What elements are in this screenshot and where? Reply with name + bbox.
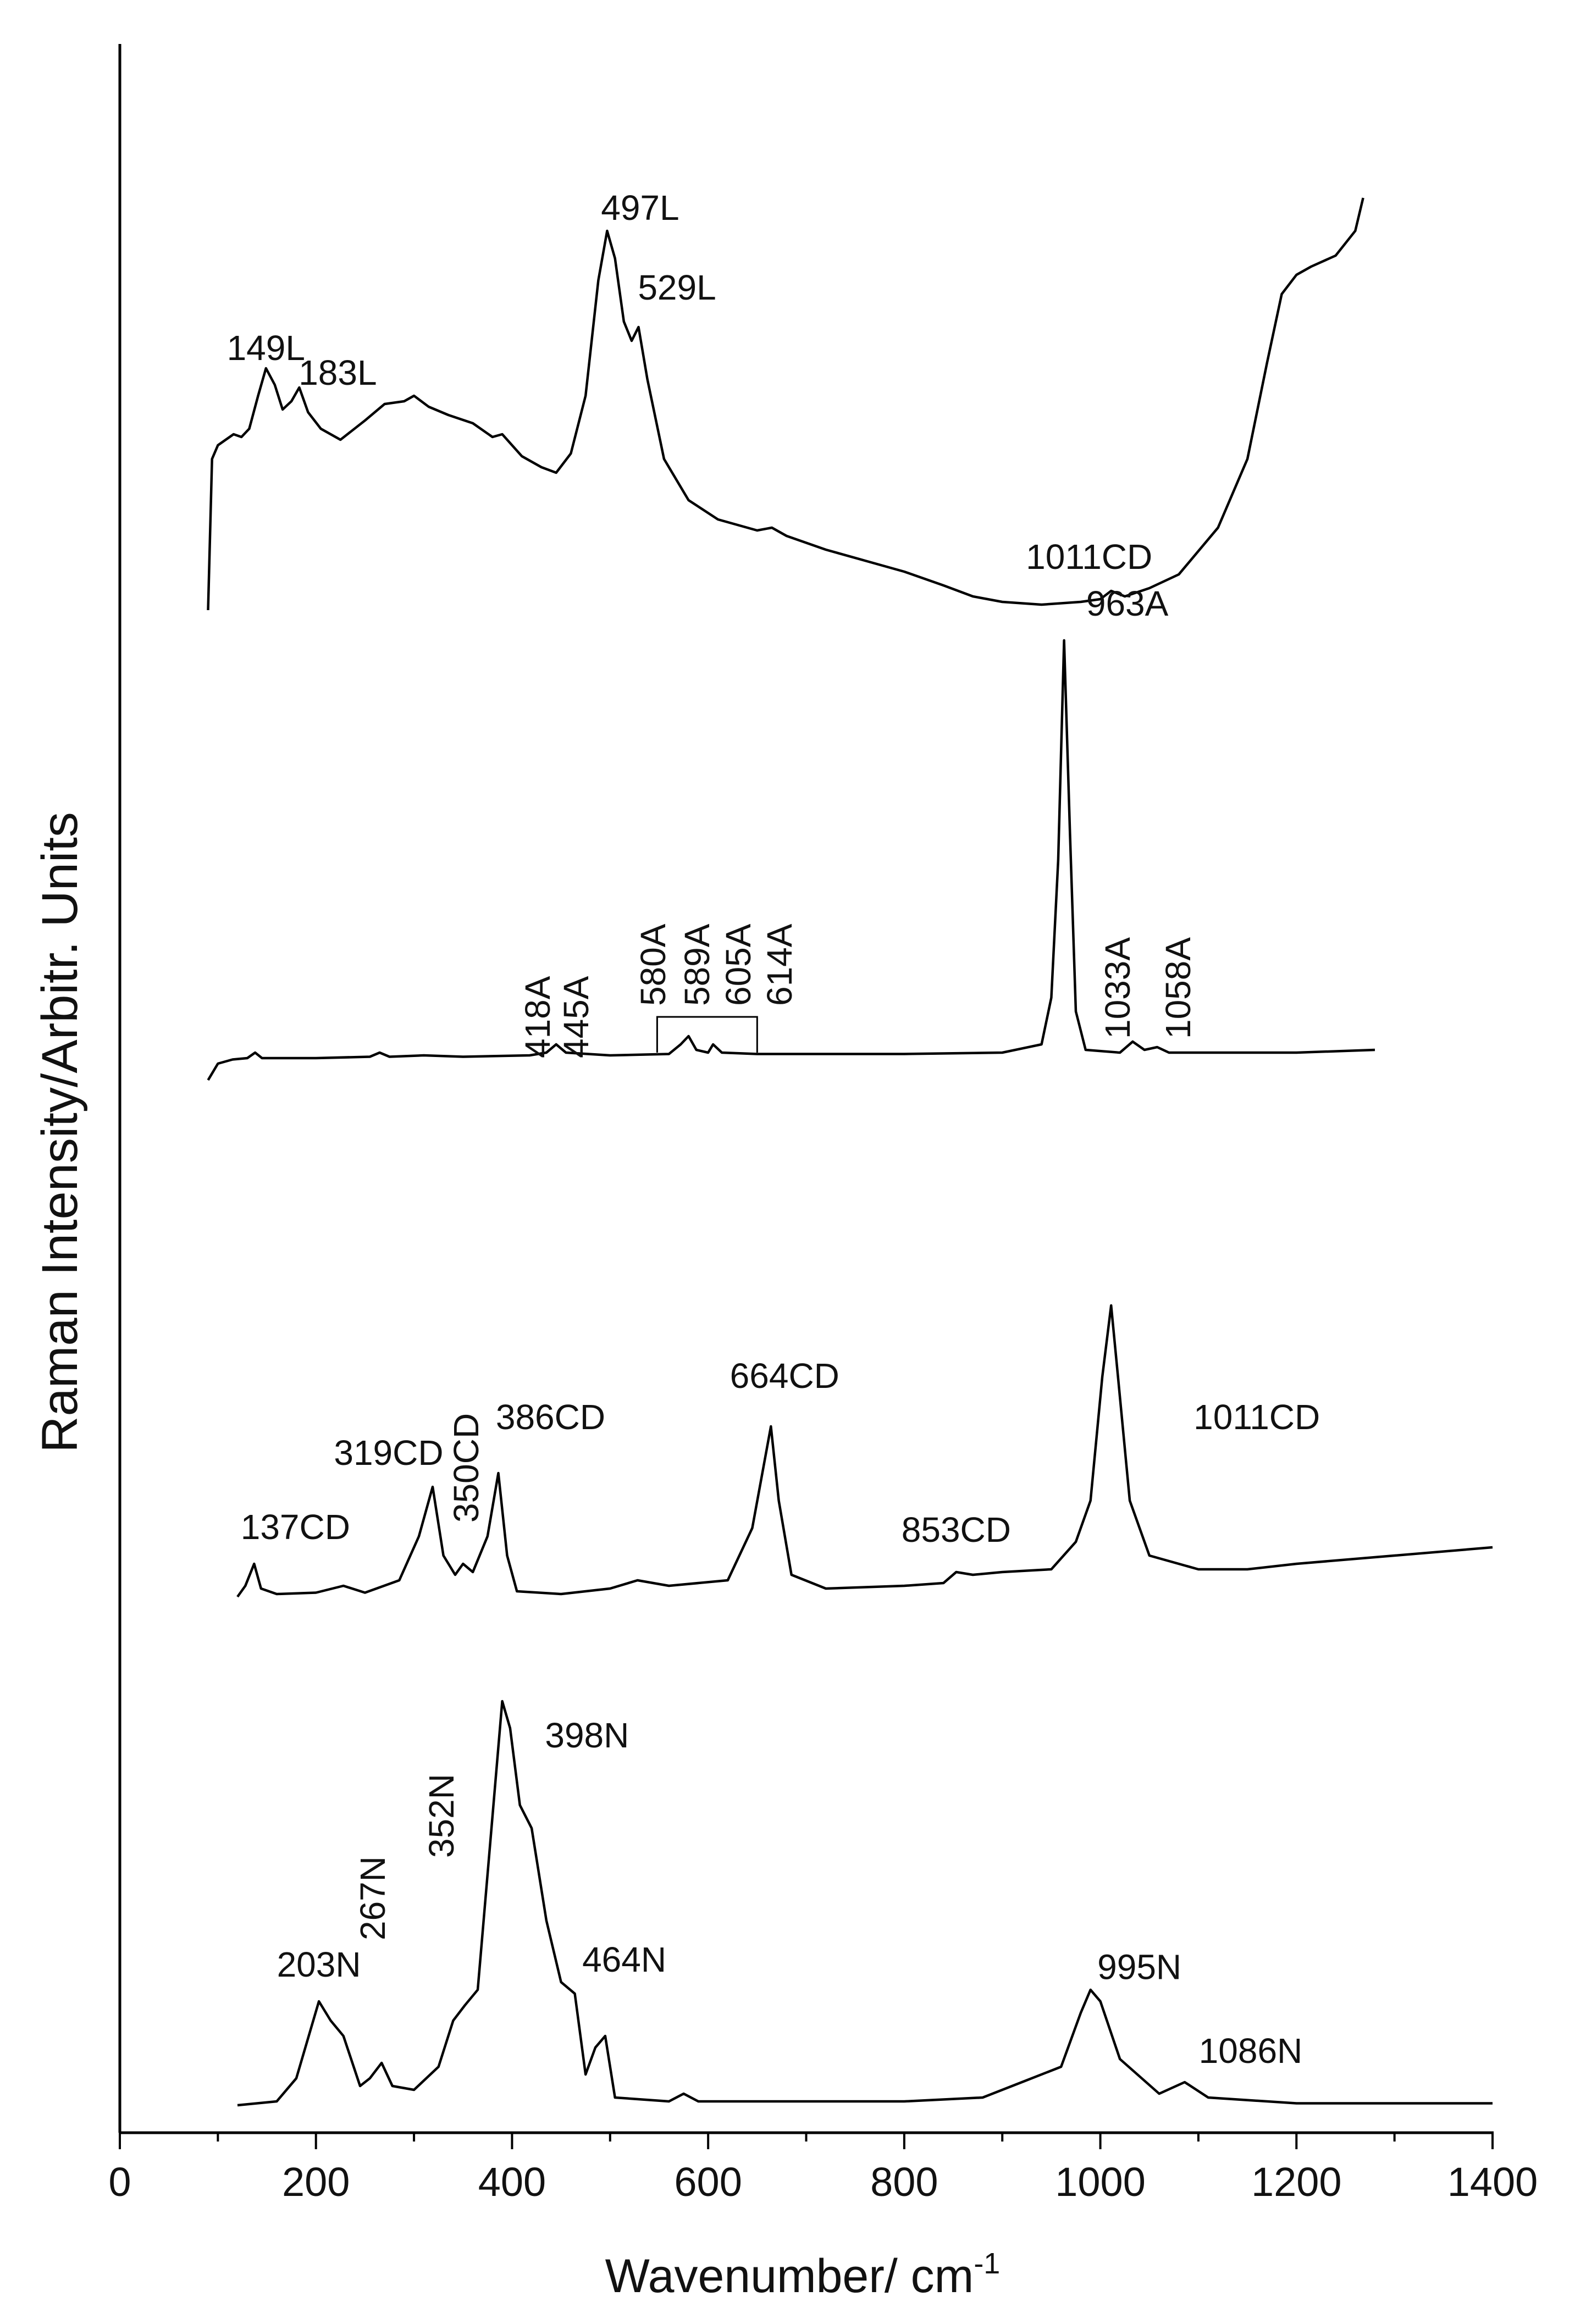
peak-label: 267N — [353, 1856, 393, 1940]
peak-label: 137CD — [241, 1507, 350, 1547]
peak-label: 183L — [299, 353, 377, 392]
peak-label: 418A — [518, 976, 557, 1058]
peak-label: 445A — [556, 976, 596, 1058]
y-axis-label: Raman Intensity/Arbitr. Units — [32, 812, 88, 1453]
bracket-580-614 — [656, 1016, 758, 1053]
x-tick-label: 0 — [108, 2159, 131, 2205]
peak-label: 1033A — [1098, 937, 1137, 1039]
series-layer — [207, 197, 1493, 2107]
x-tick-label: 400 — [478, 2159, 546, 2205]
peak-label: 1086N — [1199, 2031, 1303, 2071]
peak-label: 352N — [422, 1774, 461, 1858]
peak-label: 614A — [760, 923, 799, 1006]
peak-label: 350CD — [446, 1413, 486, 1523]
x-axis-label: Wavenumber/ cm-1 — [605, 2247, 1001, 2303]
x-tick-label: 600 — [674, 2159, 742, 2205]
x-tick-label: 1200 — [1251, 2159, 1342, 2205]
x-tick-label: 800 — [870, 2159, 938, 2205]
peak-label: 1058A — [1158, 937, 1198, 1039]
peak-group-bracket — [656, 1016, 758, 1053]
spectrum-line-3 — [236, 1304, 1493, 1598]
peak-label: 580A — [633, 923, 673, 1006]
spectrum-line-1 — [207, 197, 1364, 611]
x-tick-label: 1400 — [1447, 2159, 1538, 2205]
peak-label: 319CD — [334, 1433, 443, 1473]
peak-label: 203N — [277, 1945, 361, 1984]
peak-label: 464N — [582, 1940, 666, 1979]
peak-label: 386CD — [496, 1397, 605, 1437]
peak-label: 398N — [545, 1716, 629, 1755]
peak-label: 963A — [1086, 584, 1169, 623]
x-tick-label: 200 — [282, 2159, 350, 2205]
peak-label: 529L — [638, 268, 716, 307]
spectrum-line-2 — [207, 639, 1375, 1081]
peak-label: 853CD — [902, 1510, 1011, 1550]
peak-label: 995N — [1097, 1947, 1181, 1987]
axes: 0 200 400 600 800 1000 1200 1400 — [108, 44, 1538, 2205]
peak-label: 664CD — [730, 1356, 839, 1396]
peak-label: 589A — [677, 923, 717, 1006]
x-tick-label: 1000 — [1055, 2159, 1146, 2205]
peak-label: 605A — [719, 923, 758, 1006]
peak-label: 149L — [227, 328, 305, 368]
peak-label: 1011CD — [1193, 1397, 1320, 1437]
peak-label: 497L — [601, 188, 679, 228]
spectrum-line-4 — [237, 1700, 1493, 2107]
peak-label: 1011CD — [1026, 537, 1152, 577]
